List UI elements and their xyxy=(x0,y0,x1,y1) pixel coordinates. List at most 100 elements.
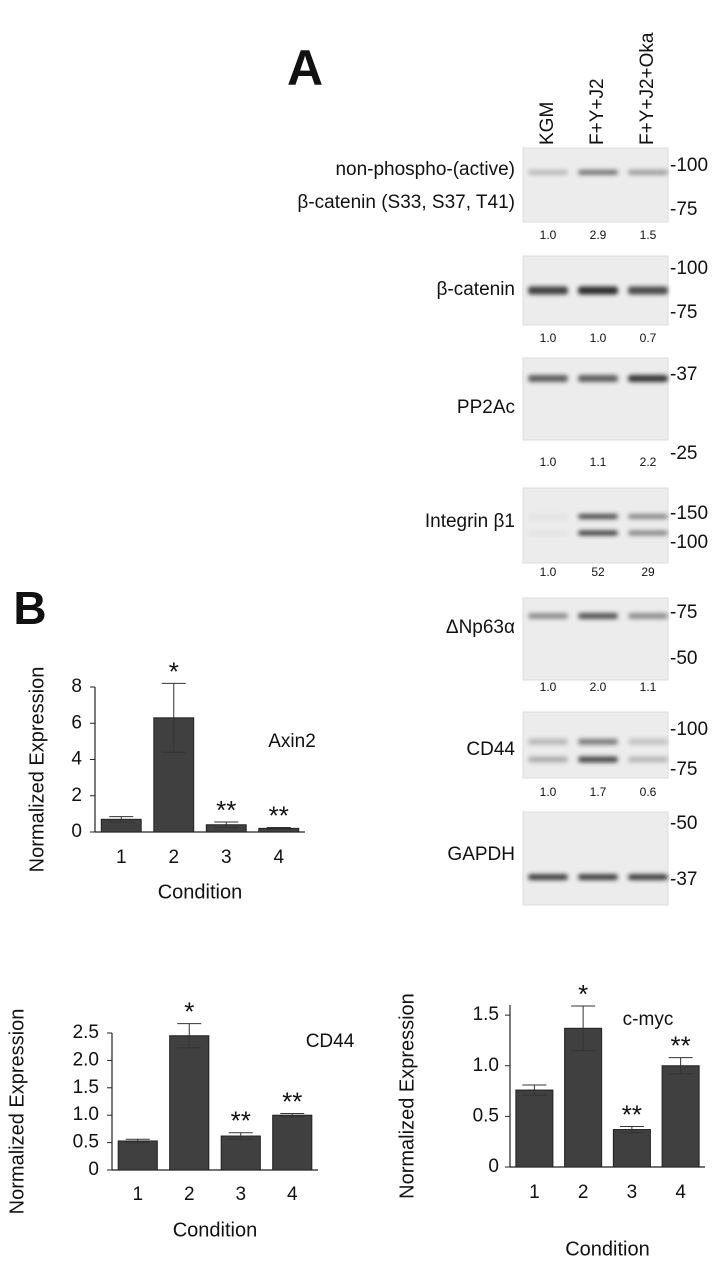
x-tick-label: 4 xyxy=(675,1182,686,1203)
y-axis-label: Normalized Expression xyxy=(396,993,418,1199)
chart-title: c-myc xyxy=(623,1009,674,1030)
blot-band xyxy=(628,514,668,519)
blot-panel: β-catenin -100 -75 1.0 1.0 0.7 xyxy=(436,255,708,345)
error-bar xyxy=(266,826,291,830)
error-bar xyxy=(214,821,239,828)
x-tick-label: 2 xyxy=(184,1184,195,1205)
significance-mark: ** xyxy=(282,1086,302,1116)
blot-panel: non-phospho-(active) β-catenin (S33, S37,… xyxy=(297,147,708,242)
blot-band xyxy=(528,613,568,620)
y-tick-label: 1.0 xyxy=(73,1104,99,1125)
blot-label: β-catenin xyxy=(436,279,515,300)
blot-band xyxy=(528,286,568,295)
x-tick-label: 4 xyxy=(273,847,284,868)
lane-label: F+Y+J2 xyxy=(587,78,608,145)
chart-title: CD44 xyxy=(306,1031,355,1052)
size-marker: -150 xyxy=(670,503,708,524)
size-marker: -25 xyxy=(670,443,697,464)
y-tick-label: 0 xyxy=(488,1156,499,1177)
x-tick-label: 3 xyxy=(235,1184,246,1205)
blot-band xyxy=(628,874,668,881)
y-axis-label: Normalized Expression xyxy=(6,1009,28,1215)
blot-membrane xyxy=(522,487,669,564)
blot-band xyxy=(528,738,568,745)
blot-band xyxy=(628,169,668,175)
blot-label: PP2Ac xyxy=(457,397,515,418)
x-tick-label: 1 xyxy=(132,1184,143,1205)
x-axis-label: Condition xyxy=(158,881,243,903)
blot-band xyxy=(528,169,568,175)
band-quantity: 2.2 xyxy=(640,455,657,469)
blot-membrane xyxy=(522,711,669,779)
blot-band xyxy=(578,286,618,295)
size-marker: -100 xyxy=(670,532,708,553)
error-bar xyxy=(228,1132,253,1140)
error-bar xyxy=(280,1113,305,1118)
bar xyxy=(661,1065,700,1168)
size-marker: -100 xyxy=(670,719,708,740)
panel-letter: A xyxy=(287,40,323,96)
band-quantity: 2.0 xyxy=(590,680,607,694)
bar xyxy=(117,1140,158,1171)
blot-membrane xyxy=(522,811,669,906)
significance-mark: * xyxy=(578,979,588,1009)
band-quantity: 1.0 xyxy=(540,785,557,799)
band-quantity: 1.1 xyxy=(590,455,607,469)
band-quantity: 1.7 xyxy=(590,785,607,799)
blot-band xyxy=(528,874,568,881)
y-tick-label: 2.0 xyxy=(73,1049,99,1070)
blot-band xyxy=(578,169,618,175)
blot-band xyxy=(628,375,668,382)
band-quantity: 0.7 xyxy=(640,331,657,345)
size-marker: -37 xyxy=(670,364,697,385)
bar xyxy=(220,1135,261,1171)
error-bar xyxy=(109,816,134,823)
x-axis-label: Condition xyxy=(173,1219,258,1241)
bar xyxy=(612,1129,651,1168)
error-bar xyxy=(177,1023,202,1049)
y-tick-label: 0 xyxy=(71,821,82,842)
blot-panel: GAPDH -50 -37 xyxy=(447,811,697,906)
blot-band xyxy=(578,738,618,745)
band-quantity: 1.0 xyxy=(590,331,607,345)
blot-band xyxy=(578,530,618,536)
size-marker: -75 xyxy=(670,302,697,323)
blot-panel: CD44 -100 -75 1.0 1.7 0.6 xyxy=(466,711,708,799)
x-tick-label: 2 xyxy=(578,1182,589,1203)
size-marker: -75 xyxy=(670,602,697,623)
significance-mark: * xyxy=(184,997,194,1027)
blot-band xyxy=(528,514,568,519)
bar-chart: 0 0.5 1.0 1.5 2.0 2.5 1 * 2 ** 3 ** 4 CD44 Condition No… xyxy=(6,997,354,1242)
y-tick-label: 6 xyxy=(71,712,82,733)
blot-label: CD44 xyxy=(466,739,515,760)
blot-band xyxy=(578,514,618,519)
lane-label: KGM xyxy=(537,102,558,145)
band-quantity: 1.5 xyxy=(640,228,657,242)
bar-chart: 0 2 4 6 8 1 * 2 ** 3 ** 4 Axin2 Condition Normalized E… xyxy=(26,656,315,903)
blot-panel: PP2Ac -37 -25 1.0 1.1 2.2 xyxy=(457,357,697,469)
x-axis-label: Condition xyxy=(565,1238,650,1260)
blot-band xyxy=(528,756,568,763)
x-tick-label: 2 xyxy=(168,847,179,868)
bar xyxy=(515,1089,554,1168)
band-quantity: 0.6 xyxy=(640,785,657,799)
x-tick-label: 3 xyxy=(221,847,232,868)
error-bar xyxy=(619,1126,644,1134)
y-tick-label: 8 xyxy=(71,676,82,697)
blot-label: GAPDH xyxy=(447,844,515,865)
x-tick-label: 1 xyxy=(116,847,127,868)
bar-chart: 0 0.5 1.0 1.5 1 * 2 ** 3 ** 4 c-myc Condition Normali… xyxy=(396,979,705,1260)
y-tick-label: 4 xyxy=(71,749,82,770)
blot-band xyxy=(528,530,568,536)
significance-mark: ** xyxy=(231,1106,251,1136)
error-bar xyxy=(571,1005,596,1052)
y-tick-label: 1.0 xyxy=(473,1055,499,1076)
blot-membrane xyxy=(522,597,669,681)
x-tick-label: 1 xyxy=(529,1182,540,1203)
band-quantity: 1.0 xyxy=(540,565,557,579)
blot-band xyxy=(578,613,618,620)
blot-band xyxy=(528,375,568,382)
blot-band xyxy=(578,375,618,382)
y-tick-label: 1.5 xyxy=(473,1004,499,1025)
significance-mark: ** xyxy=(216,795,236,825)
